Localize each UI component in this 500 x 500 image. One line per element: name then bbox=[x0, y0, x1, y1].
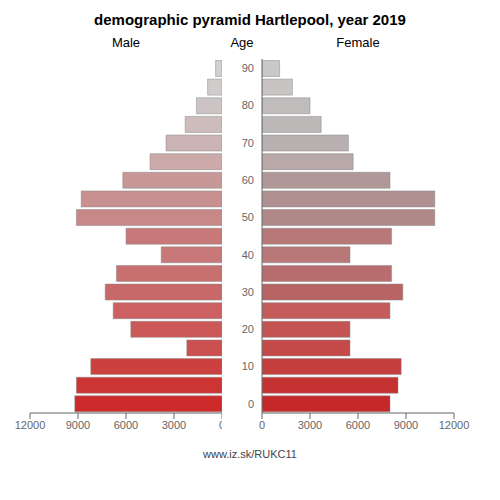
svg-text:0: 0 bbox=[259, 419, 265, 431]
html-text:Female: Female bbox=[336, 35, 380, 50]
svg-text:3000: 3000 bbox=[298, 419, 322, 431]
svg-text:0: 0 bbox=[248, 398, 254, 410]
svg-text:12000: 12000 bbox=[439, 419, 470, 431]
svg-text:3000: 3000 bbox=[162, 419, 186, 431]
svg-text:70: 70 bbox=[242, 137, 254, 149]
svg-text:80: 80 bbox=[242, 99, 254, 111]
html-text:www.iz.sk/RUKC11: www.iz.sk/RUKC11 bbox=[203, 448, 297, 460]
svg-text:6000: 6000 bbox=[114, 419, 138, 431]
svg-text:40: 40 bbox=[242, 249, 254, 261]
svg-text:10: 10 bbox=[242, 360, 254, 372]
svg-text:60: 60 bbox=[242, 174, 254, 186]
html-text:demographic pyramid Hartlepool: demographic pyramid Hartlepool, year 201… bbox=[94, 11, 406, 28]
html-text:Age: Age bbox=[230, 35, 254, 50]
svg-text:50: 50 bbox=[242, 211, 254, 223]
svg-text:20: 20 bbox=[242, 323, 254, 335]
svg-text:12000: 12000 bbox=[15, 419, 46, 431]
svg-text:0: 0 bbox=[219, 419, 222, 431]
svg-text:90: 90 bbox=[242, 62, 254, 74]
svg-text:9000: 9000 bbox=[66, 419, 90, 431]
svg-text:9000: 9000 bbox=[394, 419, 418, 431]
svg-text:30: 30 bbox=[242, 286, 254, 298]
svg-text:6000: 6000 bbox=[346, 419, 370, 431]
html-text:Male: Male bbox=[111, 35, 141, 50]
